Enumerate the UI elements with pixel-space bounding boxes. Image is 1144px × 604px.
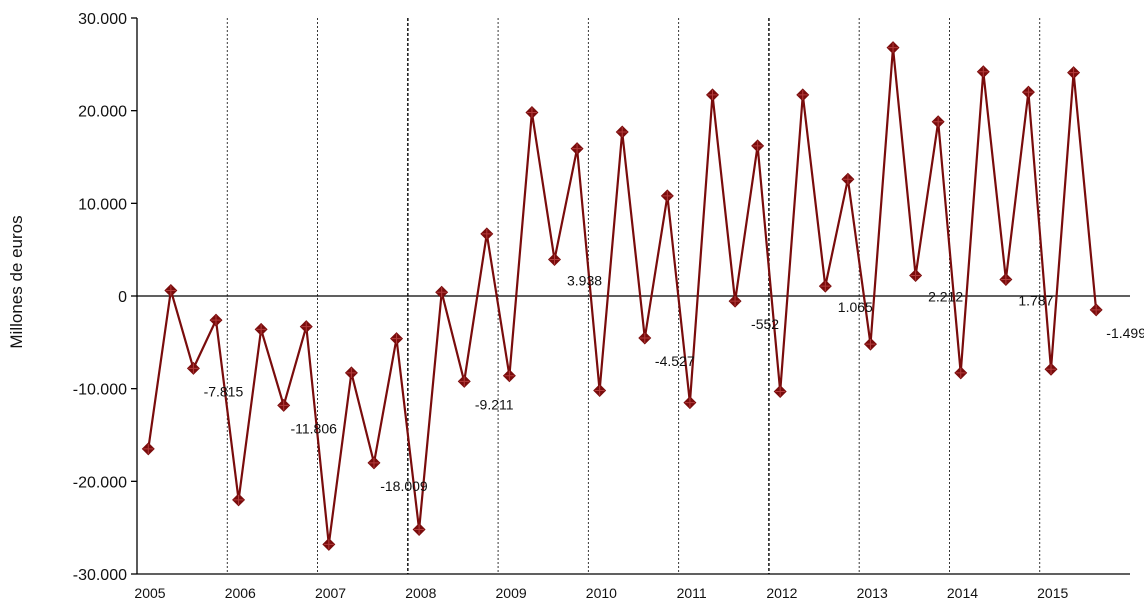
data-point	[705, 88, 719, 102]
data-label: -9.211	[475, 396, 514, 412]
x-tick-label: 2015	[1037, 585, 1068, 601]
data-point	[164, 283, 178, 297]
data-label: -18.009	[380, 478, 428, 494]
data-label: 1.065	[838, 299, 873, 315]
x-tick-label: 2009	[496, 585, 527, 601]
x-tick-label: 2006	[225, 585, 256, 601]
data-point	[367, 456, 381, 470]
data-point	[593, 384, 607, 398]
x-tick-label: 2005	[134, 585, 165, 601]
y-tick-label: 0	[118, 289, 127, 306]
data-point	[931, 115, 945, 129]
data-point	[999, 272, 1013, 286]
y-tick-label: -30.000	[73, 567, 127, 584]
data-point	[796, 88, 810, 102]
data-point	[412, 523, 426, 537]
data-point	[728, 294, 742, 308]
data-point	[1067, 66, 1081, 80]
x-tick-label: 2010	[586, 585, 617, 601]
data-point	[254, 322, 268, 336]
data-label: -4.527	[655, 353, 695, 369]
data-point	[209, 313, 223, 327]
data-point	[299, 320, 313, 334]
data-point	[232, 493, 246, 507]
y-tick-labels: 30.000 20.000 10.000 0 -10.000 -20.000 -30.000	[73, 11, 137, 584]
data-label: 2.212	[928, 289, 963, 305]
data-point	[502, 369, 516, 383]
x-tick-label: 2011	[677, 585, 707, 601]
data-point	[1044, 362, 1058, 376]
data-point	[818, 279, 832, 293]
data-point	[390, 332, 404, 346]
data-point	[751, 139, 765, 153]
data-label: -11.806	[290, 420, 337, 436]
data-label: 3.938	[567, 273, 602, 289]
data-point	[322, 537, 336, 551]
data-point	[344, 366, 358, 380]
data-labels: -7.815 -11.806 -18.009 -9.211 3.938 -4.527 -55…	[204, 273, 1144, 494]
data-point	[660, 189, 674, 203]
data-label: -552	[751, 316, 779, 332]
data-point	[277, 398, 291, 412]
y-axis-title: Millones de euros	[7, 215, 26, 348]
data-point	[773, 384, 787, 398]
data-point	[457, 374, 471, 388]
x-tick-label: 2012	[766, 585, 797, 601]
data-point	[186, 361, 200, 375]
data-point	[525, 106, 539, 120]
y-tick-label: -10.000	[73, 382, 127, 399]
y-tick-label: 20.000	[78, 104, 127, 121]
data-point	[909, 269, 923, 283]
data-point	[548, 253, 562, 267]
data-point	[954, 366, 968, 380]
y-tick-label: 30.000	[78, 11, 127, 28]
data-point	[141, 442, 155, 456]
x-tick-labels: 2005 2006 2007 2008 2009 2010 2011 2012 2013 2014…	[134, 585, 1068, 601]
data-point	[615, 125, 629, 139]
data-label: -1.499	[1106, 325, 1144, 341]
data-point	[683, 396, 697, 410]
data-point	[863, 337, 877, 351]
x-tick-label: 2013	[857, 585, 888, 601]
data-point	[1021, 85, 1035, 99]
data-point	[976, 65, 990, 79]
data-point	[480, 227, 494, 241]
x-tick-label: 2008	[405, 585, 436, 601]
data-point	[841, 172, 855, 186]
data-label: 1.787	[1018, 292, 1053, 308]
y-tick-label: 10.000	[78, 196, 127, 213]
x-tick-label: 2007	[315, 585, 346, 601]
y-tick-label: -20.000	[73, 474, 127, 491]
data-point	[1089, 303, 1103, 317]
data-point	[886, 41, 900, 55]
data-label: -7.815	[204, 383, 244, 399]
x-tick-label: 2014	[947, 585, 978, 601]
data-points	[141, 41, 1103, 551]
data-point	[638, 331, 652, 345]
data-point	[435, 285, 449, 299]
data-point	[570, 142, 584, 156]
